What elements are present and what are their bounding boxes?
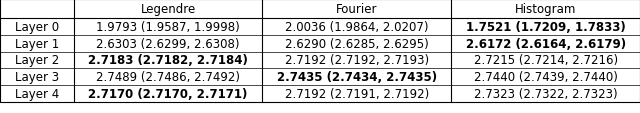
Text: 2.7323 (2.7322, 2.7323): 2.7323 (2.7322, 2.7323): [474, 87, 618, 100]
Text: 2.7192 (2.7191, 2.7192): 2.7192 (2.7191, 2.7192): [285, 87, 429, 100]
Text: 2.7215 (2.7214, 2.7216): 2.7215 (2.7214, 2.7216): [474, 54, 618, 67]
Text: 1.9793 (1.9587, 1.9998): 1.9793 (1.9587, 1.9998): [96, 21, 240, 33]
Text: 2.6303 (2.6299, 2.6308): 2.6303 (2.6299, 2.6308): [96, 37, 240, 50]
Text: Fourier: Fourier: [336, 3, 378, 16]
Text: Layer 0: Layer 0: [15, 21, 59, 33]
Text: 2.7440 (2.7439, 2.7440): 2.7440 (2.7439, 2.7440): [474, 71, 618, 84]
Text: 2.7192 (2.7192, 2.7193): 2.7192 (2.7192, 2.7193): [285, 54, 429, 67]
Text: 1.7521 (1.7209, 1.7833): 1.7521 (1.7209, 1.7833): [466, 21, 625, 33]
Text: Legendre: Legendre: [140, 3, 196, 16]
Text: 2.6172 (2.6164, 2.6179): 2.6172 (2.6164, 2.6179): [465, 37, 626, 50]
Text: 2.7170 (2.7170, 2.7171): 2.7170 (2.7170, 2.7171): [88, 87, 248, 100]
Text: 2.7183 (2.7182, 2.7184): 2.7183 (2.7182, 2.7184): [88, 54, 248, 67]
Text: 2.6290 (2.6285, 2.6295): 2.6290 (2.6285, 2.6295): [285, 37, 429, 50]
Text: Layer 3: Layer 3: [15, 71, 59, 84]
Text: Layer 1: Layer 1: [15, 37, 59, 50]
Text: 2.7489 (2.7486, 2.7492): 2.7489 (2.7486, 2.7492): [96, 71, 240, 84]
Text: 2.0036 (1.9864, 2.0207): 2.0036 (1.9864, 2.0207): [285, 21, 429, 33]
Text: 2.7435 (2.7434, 2.7435): 2.7435 (2.7434, 2.7435): [276, 71, 437, 84]
Text: Layer 2: Layer 2: [15, 54, 59, 67]
Text: Histogram: Histogram: [515, 3, 576, 16]
Text: Layer 4: Layer 4: [15, 87, 59, 100]
